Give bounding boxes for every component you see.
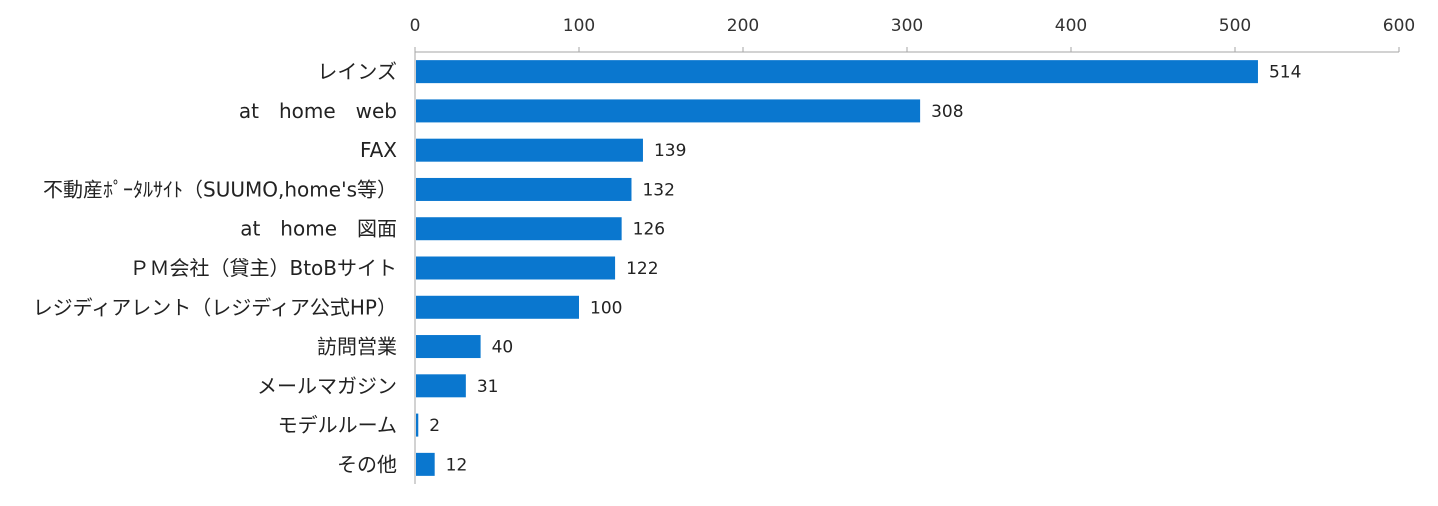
value-label: 139	[654, 141, 686, 161]
x-tick-label: 200	[727, 16, 759, 36]
value-label: 31	[477, 377, 499, 397]
value-label: 40	[492, 338, 514, 358]
value-label: 132	[642, 180, 674, 200]
x-tick-label: 500	[1219, 16, 1251, 36]
category-label: 不動産ﾎﾟｰﾀﾙｻｲﾄ（SUUMO,home's等）	[43, 177, 397, 201]
category-labels: レインズ at home web FAX 不動産ﾎﾟｰﾀﾙｻｲﾄ（SUUMO,home…	[33, 60, 398, 477]
bar	[416, 452, 435, 476]
value-label: 308	[931, 102, 963, 122]
bars	[416, 60, 1258, 476]
bar	[416, 138, 643, 162]
value-label: 2	[429, 416, 440, 436]
x-tick-label: 600	[1383, 16, 1415, 36]
category-label: モデルルーム	[278, 413, 397, 437]
category-label: at home 図面	[240, 217, 397, 241]
value-label: 514	[1269, 63, 1301, 83]
category-label: ＰＭ会社（貸主）BtoBサイト	[129, 256, 397, 280]
x-tick-label: 300	[891, 16, 923, 36]
bar	[416, 60, 1258, 84]
value-label: 12	[446, 455, 468, 475]
bar	[416, 177, 632, 201]
bar	[416, 99, 921, 123]
bar	[416, 217, 622, 241]
category-label: メールマガジン	[257, 374, 397, 398]
category-label: レジディアレント（レジディア公式HP）	[33, 295, 397, 319]
bar	[416, 256, 616, 280]
x-tick-label: 400	[1055, 16, 1087, 36]
category-label: at home web	[239, 99, 397, 123]
bar	[416, 335, 481, 359]
category-label: その他	[337, 452, 397, 476]
category-label: レインズ	[317, 60, 397, 84]
x-tick-label: 100	[563, 16, 595, 36]
category-label: FAX	[360, 138, 397, 162]
x-axis-ticks: 0 100 200 300 400 500 600	[410, 16, 1415, 52]
bar	[416, 413, 419, 437]
bar	[416, 374, 466, 398]
category-label: 訪問営業	[317, 335, 397, 359]
bar	[416, 295, 579, 319]
value-label: 126	[633, 220, 665, 240]
value-label: 122	[626, 259, 658, 279]
x-tick-label: 0	[410, 16, 421, 36]
value-label: 100	[590, 298, 622, 318]
